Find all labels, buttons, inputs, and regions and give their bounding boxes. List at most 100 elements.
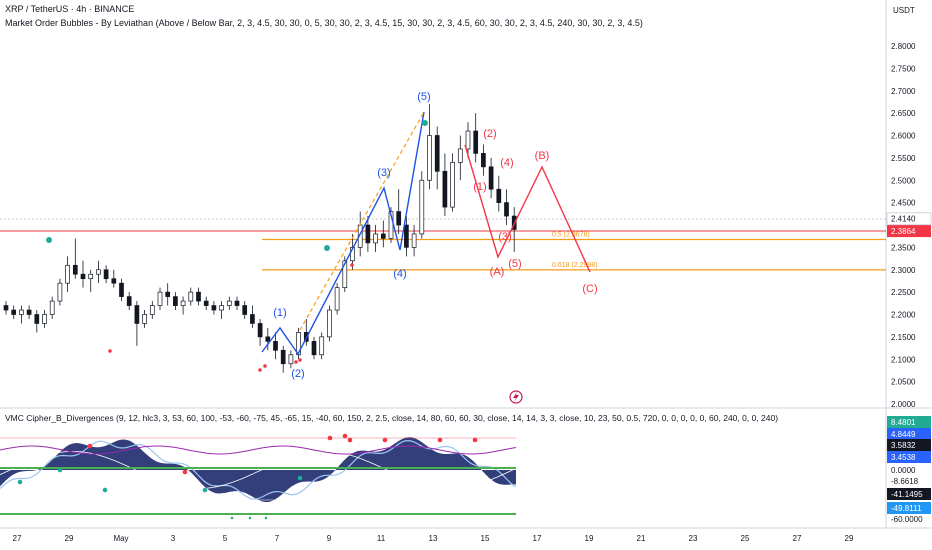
time-tick-label: 17 (533, 534, 542, 543)
candle-body (111, 278, 117, 284)
osc-tag: -41.1495 (891, 490, 923, 499)
candle-body (296, 332, 301, 356)
impulse-label: (3) (377, 167, 390, 179)
price-tick-label: 2.6000 (891, 132, 916, 141)
time-tick-label: 9 (327, 534, 332, 543)
symbol-title[interactable]: XRP / TetherUS · 4h · BINANCE (5, 4, 135, 14)
impulse-wave (261, 111, 425, 356)
osc-tag-bg (887, 451, 931, 463)
correction-wave (464, 144, 591, 273)
buy-bubble (46, 237, 52, 243)
last-price-tag-bg (887, 225, 931, 238)
candle-body (265, 336, 271, 342)
osc-tag: 3.4538 (891, 453, 916, 462)
time-tick-label: 5 (223, 534, 228, 543)
lightning-icon[interactable] (509, 390, 523, 404)
osc-green-marker (230, 516, 234, 520)
fib-label: 0.5 (2.3676) (552, 231, 590, 238)
indicator-legend[interactable]: Market Order Bubbles - By Leviathan (Abo… (5, 18, 643, 28)
osc-green-marker (264, 516, 268, 520)
osc-red-dot (347, 437, 353, 443)
price-tick-label: 2.2500 (891, 288, 916, 297)
price-tick-label: 2.8000 (891, 42, 916, 51)
osc-green-dot (57, 467, 63, 473)
time-tick-label: 23 (689, 534, 698, 543)
currency-label[interactable]: USDT (893, 6, 915, 15)
time-tick-label: 29 (845, 534, 854, 543)
candle-body (465, 130, 471, 150)
candle-body (226, 300, 232, 306)
osc-tick-label: -8.6618 (891, 477, 919, 486)
candle-body (373, 233, 378, 244)
candle-body (404, 224, 409, 248)
osc-red-dot (472, 437, 478, 443)
candle-body (142, 314, 147, 324)
wave-line-white (0, 451, 517, 489)
candle-body (196, 291, 201, 302)
osc-red-dot (327, 435, 333, 441)
buy-bubble (422, 120, 428, 126)
candle-body (365, 224, 371, 244)
subwave-label: (1) (473, 181, 486, 193)
abc-label: (C) (582, 283, 597, 295)
candle-body (411, 233, 417, 248)
time-tick-label: May (113, 534, 128, 543)
price-tick-label: 2.3000 (891, 266, 916, 275)
candle-body (342, 260, 348, 288)
price-tick-label: 2.2000 (891, 311, 916, 320)
time-tick-label: 29 (65, 534, 74, 543)
candle-body (419, 179, 425, 235)
osc-green-dot (102, 487, 108, 493)
time-tick-label: 13 (429, 534, 438, 543)
candle-body (334, 287, 340, 311)
candle-body (134, 305, 140, 324)
osc-tag-bg (887, 439, 931, 451)
osc-red-dot (87, 443, 93, 449)
candle-body (203, 300, 209, 306)
sell-bubble (258, 368, 262, 372)
subwave-label: (5) (508, 258, 521, 270)
candle-body (119, 282, 124, 297)
sell-bubble (108, 349, 112, 353)
crosshair-tag-bg (886, 212, 932, 226)
wave-fill (0, 437, 516, 503)
sell-bubble (350, 263, 354, 267)
price-tick-label: 2.0000 (891, 400, 916, 409)
osc-tag-bg (887, 428, 931, 440)
osc-tag: 8.4801 (891, 418, 916, 427)
osc-tick-label: 0.0000 (891, 466, 916, 475)
candle-body (257, 323, 263, 338)
candle-body (481, 153, 486, 168)
candle-body (96, 269, 101, 275)
osc-green-marker (248, 516, 252, 520)
time-tick-label: 19 (585, 534, 594, 543)
candle-body (65, 264, 70, 284)
sell-bubble (294, 360, 298, 364)
price-tick-label: 2.4500 (891, 199, 916, 208)
candle-body (26, 309, 32, 315)
candle-body (396, 211, 402, 226)
candle-body (49, 300, 55, 315)
candle-body (457, 148, 463, 163)
osc-green-dot (297, 475, 303, 481)
candle-body (380, 233, 386, 239)
price-axis-ticks: 2.8000 2.7500 2.7000 2.6500 2.6000 2.5500 2.50… (886, 42, 932, 409)
impulse-label: (4) (393, 268, 406, 280)
candle-body (11, 309, 17, 315)
osc-tag-bg (887, 416, 931, 428)
osc-tick-label: -60.0000 (891, 515, 923, 524)
candles (3, 104, 517, 373)
candle-body (273, 341, 278, 351)
candle-body (88, 273, 94, 280)
candle-body (250, 314, 255, 324)
oscillator-legend[interactable]: VMC Cipher_B_Divergences (9, 12, hlc3, 3… (5, 413, 779, 423)
time-tick-label: 21 (637, 534, 646, 543)
candle-body (450, 162, 455, 208)
time-tick-label: 27 (793, 534, 802, 543)
candle-body (180, 300, 186, 306)
candle-body (496, 188, 502, 203)
candle-body (280, 349, 286, 365)
impulse-label: (1) (273, 307, 286, 319)
order-bubbles (46, 120, 428, 372)
